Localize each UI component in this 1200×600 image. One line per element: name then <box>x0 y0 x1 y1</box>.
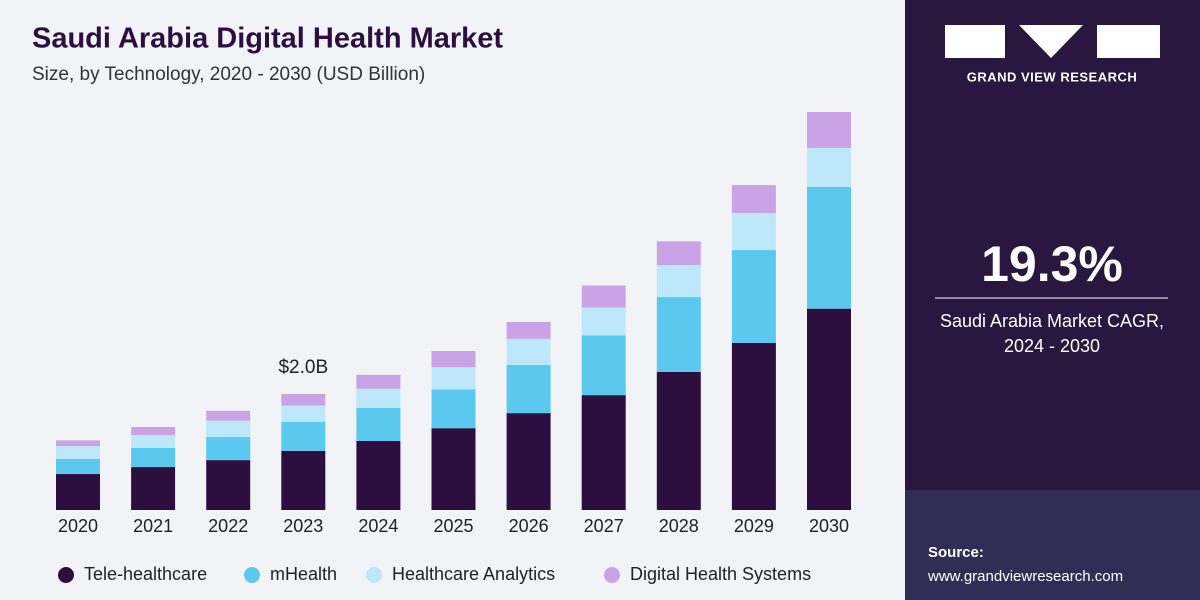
bar-segment <box>131 447 176 468</box>
data-label: $2.0B <box>278 357 328 378</box>
x-tick-label: 2023 <box>283 516 323 536</box>
bar-segment <box>656 297 701 372</box>
bar-segment <box>581 285 626 308</box>
brand: GRAND VIEW RESEARCH <box>967 69 1138 84</box>
bar-segment <box>131 427 176 436</box>
x-tick-label: 2024 <box>358 516 398 536</box>
x-tick-label: 2028 <box>659 516 699 536</box>
bar-segment <box>581 307 626 336</box>
bar-segment <box>356 388 401 408</box>
x-tick-label: 2020 <box>58 516 98 536</box>
bar-segment <box>281 450 326 510</box>
x-tick-label: 2029 <box>734 516 774 536</box>
bar-segment <box>281 405 326 422</box>
cagr-caption: Saudi Arabia Market CAGR, <box>940 311 1164 331</box>
bar-segment <box>731 250 776 343</box>
logo <box>945 25 1160 58</box>
bar-segment <box>506 322 551 339</box>
bar-segment <box>807 147 851 187</box>
bar-segment <box>56 446 100 459</box>
bar-segment <box>807 308 851 510</box>
logo-block <box>945 25 1005 58</box>
legend-swatch <box>244 567 260 583</box>
cagr-value: 19.3% <box>981 236 1123 292</box>
bar-segment <box>206 436 251 461</box>
panel-footer <box>905 490 1200 600</box>
bar-segment <box>431 367 476 390</box>
legend-swatch <box>604 567 620 583</box>
bar-segment <box>281 421 326 451</box>
logo-block <box>1019 25 1083 58</box>
bar-segment <box>506 413 551 510</box>
side-panel <box>905 0 1200 600</box>
bar-segment <box>206 460 251 510</box>
bar-segment <box>581 395 626 510</box>
x-tick-label: 2022 <box>208 516 248 536</box>
bar-segment <box>656 265 701 298</box>
bar-segment <box>807 112 851 148</box>
source-url: www.grandviewresearch.com <box>927 568 1123 585</box>
bar-segment <box>731 342 776 510</box>
bar-segment <box>731 185 776 213</box>
bar-segment <box>56 474 100 510</box>
bar-segment <box>131 467 176 510</box>
bar-segment <box>431 389 476 429</box>
bar-segment <box>506 338 551 365</box>
x-tick-label: 2026 <box>509 516 549 536</box>
bar-segment <box>656 241 701 266</box>
x-tick-label: 2030 <box>809 516 849 536</box>
chart-title: Saudi Arabia Digital Health Market <box>32 23 503 55</box>
logo-block <box>1097 25 1160 58</box>
legend-label: Tele-healthcare <box>84 564 207 584</box>
bar-segment <box>431 428 476 510</box>
x-tick-label: 2025 <box>433 516 473 536</box>
legend-swatch <box>58 567 74 583</box>
bar-segment <box>206 410 251 421</box>
bar-segment <box>807 186 851 309</box>
bar-segment <box>356 440 401 510</box>
bar-segment <box>656 371 701 510</box>
legend-swatch <box>366 567 382 583</box>
bar-segment <box>131 435 176 448</box>
bar-segment <box>56 458 100 475</box>
x-tick-label: 2027 <box>584 516 624 536</box>
x-tick-label: 2021 <box>133 516 173 536</box>
bar-segment <box>431 351 476 368</box>
legend-label: mHealth <box>270 564 337 584</box>
bar-segment <box>731 212 776 251</box>
bar-segment <box>506 364 551 414</box>
chart-subtitle: Size, by Technology, 2020 - 2030 (USD Bi… <box>32 64 425 85</box>
cagr-caption: 2024 - 2030 <box>1004 336 1100 356</box>
legend-label: Digital Health Systems <box>630 564 811 584</box>
bar-segment <box>56 440 100 447</box>
bar-segment <box>281 393 326 406</box>
source-label: Source: <box>928 544 984 561</box>
bar-segment <box>581 335 626 396</box>
bar-segment <box>206 420 251 437</box>
bar-segment <box>356 374 401 389</box>
bar-segment <box>356 407 401 441</box>
legend-label: Healthcare Analytics <box>392 564 555 584</box>
